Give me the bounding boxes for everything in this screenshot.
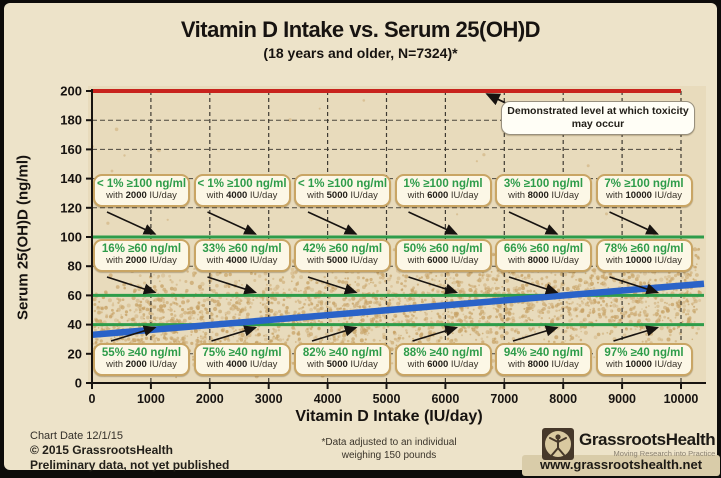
annotation-dose: with 5000 IU/day [307,255,378,267]
annotation-box: 42% ≥60 ng/ml with 5000 IU/day [294,239,391,273]
annotation-box: 55% ≥40 ng/ml with 2000 IU/day [93,343,190,377]
annotation-percentage: 3% ≥100 ng/ml [503,178,584,190]
chart-title: Vitamin D Intake vs. Serum 25(OH)D [180,17,541,42]
svg-text:60: 60 [68,288,82,303]
annotation-dose: with 10000 IU/day [605,190,683,202]
annotation-percentage: 78% ≥60 ng/ml [604,243,684,255]
annotation-percentage: 33% ≥60 ng/ml [202,243,282,255]
brand-website[interactable]: www.grassrootshealth.net [539,457,703,472]
svg-text:5000: 5000 [373,392,401,406]
svg-text:200: 200 [60,84,82,99]
annotation-percentage: 50% ≥60 ng/ml [403,243,483,255]
footer-left: Chart Date 12/1/15 © 2015 GrassrootsHeal… [30,430,229,473]
annotation-box: 1% ≥100 ng/ml with 6000 IU/day [394,174,492,208]
annotation-percentage: < 1% ≥100 ng/ml [297,178,388,190]
svg-text:160: 160 [60,142,82,157]
brand-name: GrassrootsHealth [579,429,716,449]
annotation-dose: with 6000 IU/day [407,255,479,267]
website-strip [522,455,720,476]
svg-text:180: 180 [60,113,82,128]
annotation-box: 97% ≥40 ng/ml with 10000 IU/day [595,343,693,377]
annotation-percentage: 55% ≥40 ng/ml [101,347,182,359]
annotation-percentage: 16% ≥60 ng/ml [101,243,182,255]
annotation-dose: with 4000 IU/day [206,359,278,371]
svg-text:3000: 3000 [255,392,283,406]
svg-text:100: 100 [60,230,82,245]
annotation-box: 50% ≥60 ng/ml with 6000 IU/day [394,239,492,273]
annotation-dose: with 2000 IU/day [106,255,177,267]
footnote: *Data adjusted to an individual weighing… [254,437,524,462]
annotation-dose: with 5000 IU/day [307,190,378,202]
svg-text:0: 0 [75,376,82,391]
annotation-box: 16% ≥60 ng/ml with 2000 IU/day [93,239,190,273]
svg-text:6000: 6000 [431,392,459,406]
annotation-percentage: 75% ≥40 ng/ml [202,347,282,359]
x-axis-label: Vitamin D Intake (IU/day) [295,408,483,425]
annotation-dose: with 4000 IU/day [206,255,278,267]
svg-text:4000: 4000 [314,392,342,406]
copyright: © 2015 GrassrootsHealth [30,443,173,458]
annotation-dose: with 2000 IU/day [106,190,177,202]
annotation-dose: with 2000 IU/day [106,359,177,371]
annotation-box: 94% ≥40 ng/ml with 8000 IU/day [495,343,592,377]
annotation-box: 3% ≥100 ng/ml with 8000 IU/day [495,174,592,208]
annotation-percentage: < 1% ≥100 ng/ml [96,178,187,190]
svg-text:1000: 1000 [137,392,165,406]
annotation-box: 33% ≥60 ng/ml with 4000 IU/day [193,239,291,273]
annotation-dose: with 8000 IU/day [508,190,579,202]
svg-text:8000: 8000 [549,392,577,406]
annotation-dose: with 10000 IU/day [605,359,683,371]
annotation-box: 82% ≥40 ng/ml with 5000 IU/day [294,343,391,377]
annotation-box: < 1% ≥100 ng/ml with 5000 IU/day [294,174,391,208]
annotation-percentage: < 1% ≥100 ng/ml [197,178,287,190]
footnote-line1: *Data adjusted to an individual [321,437,457,448]
chart-card: Vitamin D Intake vs. Serum 25(OH)D (18 y… [4,3,720,476]
annotation-percentage: 66% ≥60 ng/ml [503,243,584,255]
footnote-line2: weighing 150 pounds [341,449,437,461]
annotation-percentage: 82% ≥40 ng/ml [302,347,383,359]
annotation-dose: with 8000 IU/day [508,359,579,371]
svg-text:140: 140 [60,171,82,186]
toxicity-annotation: Demonstrated level at which toxicity may… [501,101,695,136]
annotation-percentage: 1% ≥100 ng/ml [403,178,483,190]
annotation-percentage: 97% ≥40 ng/ml [604,347,684,359]
brand-block: GrassrootsHealth Moving Research into Pr… [542,428,716,460]
annotation-arrows [106,93,660,342]
svg-text:80: 80 [68,259,82,274]
annotation-dose: with 5000 IU/day [307,359,378,371]
grassrootshealth-logo [542,428,574,460]
svg-text:9000: 9000 [608,392,636,406]
brand-tagline: Moving Research into Practice [613,448,716,458]
annotation-percentage: 42% ≥60 ng/ml [302,243,383,255]
annotation-box: 78% ≥60 ng/ml with 10000 IU/day [595,239,693,273]
annotation-dose: with 4000 IU/day [206,190,278,202]
svg-text:2000: 2000 [196,392,224,406]
annotation-percentage: 94% ≥40 ng/ml [503,347,584,359]
annotation-dose: with 10000 IU/day [605,255,683,267]
svg-text:0: 0 [89,392,96,406]
svg-text:20: 20 [68,346,82,361]
chart-date: Chart Date 12/1/15 [30,430,123,442]
annotation-box: < 1% ≥100 ng/ml with 2000 IU/day [93,174,190,208]
annotation-dose: with 8000 IU/day [508,255,579,267]
annotation-percentage: 7% ≥100 ng/ml [604,178,684,190]
svg-text:10000: 10000 [664,392,699,406]
chart-subtitle: (18 years and older, N=7324)* [263,45,458,61]
annotation-box: 66% ≥60 ng/ml with 8000 IU/day [495,239,592,273]
svg-text:120: 120 [60,200,82,215]
annotation-dose: with 6000 IU/day [407,359,479,371]
annotation-box: 7% ≥100 ng/ml with 10000 IU/day [595,174,693,208]
trend-line [91,280,705,339]
annotation-box: 88% ≥40 ng/ml with 6000 IU/day [394,343,492,377]
svg-text:7000: 7000 [490,392,518,406]
svg-text:40: 40 [68,317,82,332]
preliminary-note: Preliminary data, not yet published [30,458,230,473]
annotation-box: < 1% ≥100 ng/ml with 4000 IU/day [193,174,291,208]
annotation-percentage: 88% ≥40 ng/ml [403,347,483,359]
annotation-box: 75% ≥40 ng/ml with 4000 IU/day [193,343,291,377]
annotation-dose: with 6000 IU/day [407,190,479,202]
